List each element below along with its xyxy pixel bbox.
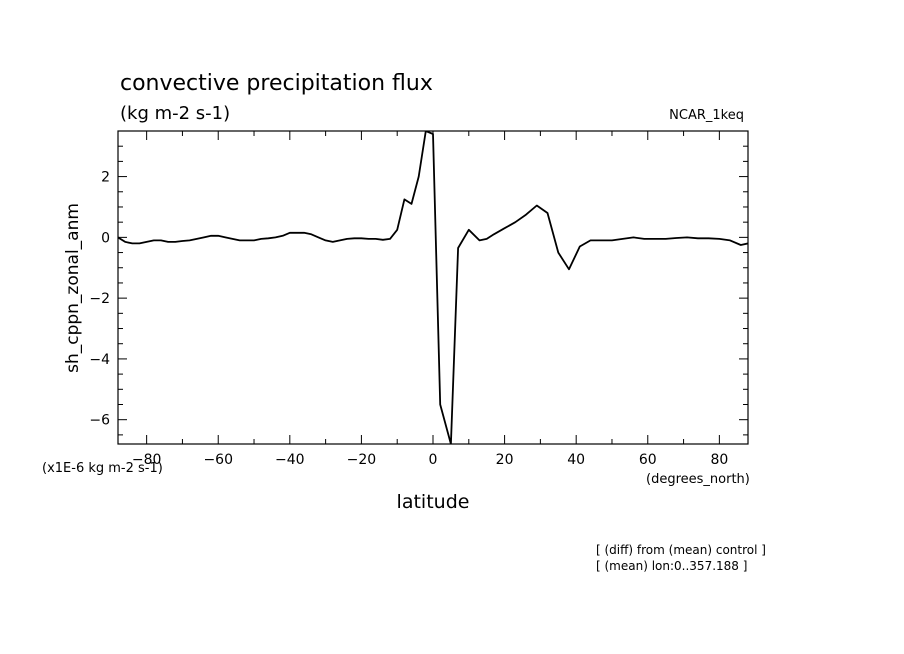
y-axis-label: sh_cppn_zonal_anm [63, 203, 83, 373]
y-tick-labels: 2 0 −2 −4 −6 [89, 170, 110, 429]
series-line [118, 131, 748, 444]
x-tick-label: 0 [429, 452, 438, 468]
x-axis-label: latitude [397, 491, 470, 513]
plot-frame [117, 130, 749, 445]
chart-subtitle: (kg m-2 s-1) [120, 103, 230, 124]
y-scale-label: (x1E-6 kg m-2 s-1) [42, 461, 163, 476]
x-tick-label: −80 [132, 452, 162, 468]
note-diff: [ (diff) from (mean) control ] [596, 543, 766, 557]
y-ticks [118, 145, 748, 436]
x-ticks [146, 131, 720, 444]
x-tick-label: 60 [639, 452, 657, 468]
y-tick-label: 0 [101, 230, 110, 246]
dataset-label: NCAR_1keq [669, 108, 744, 123]
note-mean: [ (mean) lon:0..357.188 ] [596, 559, 747, 573]
x-unit-label: (degrees_north) [646, 472, 750, 487]
y-tick-label: 2 [101, 170, 110, 186]
x-tick-label: 80 [710, 452, 728, 468]
x-tick-label: −40 [275, 452, 305, 468]
x-tick-label: 20 [496, 452, 514, 468]
x-tick-label: −20 [347, 452, 377, 468]
y-tick-label: −2 [89, 291, 110, 307]
x-tick-label: −60 [203, 452, 233, 468]
y-tick-label: −6 [89, 413, 110, 429]
chart-title: convective precipitation flux [120, 71, 433, 96]
x-tick-label: 40 [567, 452, 585, 468]
x-tick-labels: −80 −60 −40 −20 0 20 40 60 80 [132, 452, 728, 468]
y-tick-label: −4 [89, 352, 110, 368]
